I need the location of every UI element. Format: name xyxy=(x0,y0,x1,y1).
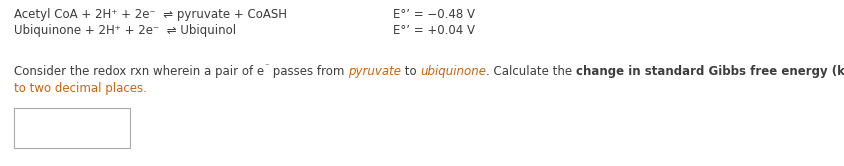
Text: Ubiquinone + 2H⁺ + 2e⁻  ⇌ Ubiquinol: Ubiquinone + 2H⁺ + 2e⁻ ⇌ Ubiquinol xyxy=(14,24,236,37)
Text: ubiquinone: ubiquinone xyxy=(420,65,486,78)
Text: . Calculate the: . Calculate the xyxy=(486,65,576,78)
Text: passes from: passes from xyxy=(268,65,348,78)
Text: Consider the redox rxn wherein a pair of e: Consider the redox rxn wherein a pair of… xyxy=(14,65,264,78)
Text: ⁻: ⁻ xyxy=(264,62,268,71)
Text: to two decimal places.: to two decimal places. xyxy=(14,82,147,95)
Text: Acetyl CoA + 2H⁺ + 2e⁻  ⇌ pyruvate + CoASH: Acetyl CoA + 2H⁺ + 2e⁻ ⇌ pyruvate + CoAS… xyxy=(14,8,287,21)
Text: change in standard Gibbs free energy (kJ/mol): change in standard Gibbs free energy (kJ… xyxy=(576,65,844,78)
Text: E°’ = +0.04 V: E°’ = +0.04 V xyxy=(393,24,475,37)
Text: to: to xyxy=(401,65,420,78)
Text: pyruvate: pyruvate xyxy=(348,65,401,78)
Text: E°’ = −0.48 V: E°’ = −0.48 V xyxy=(393,8,475,21)
